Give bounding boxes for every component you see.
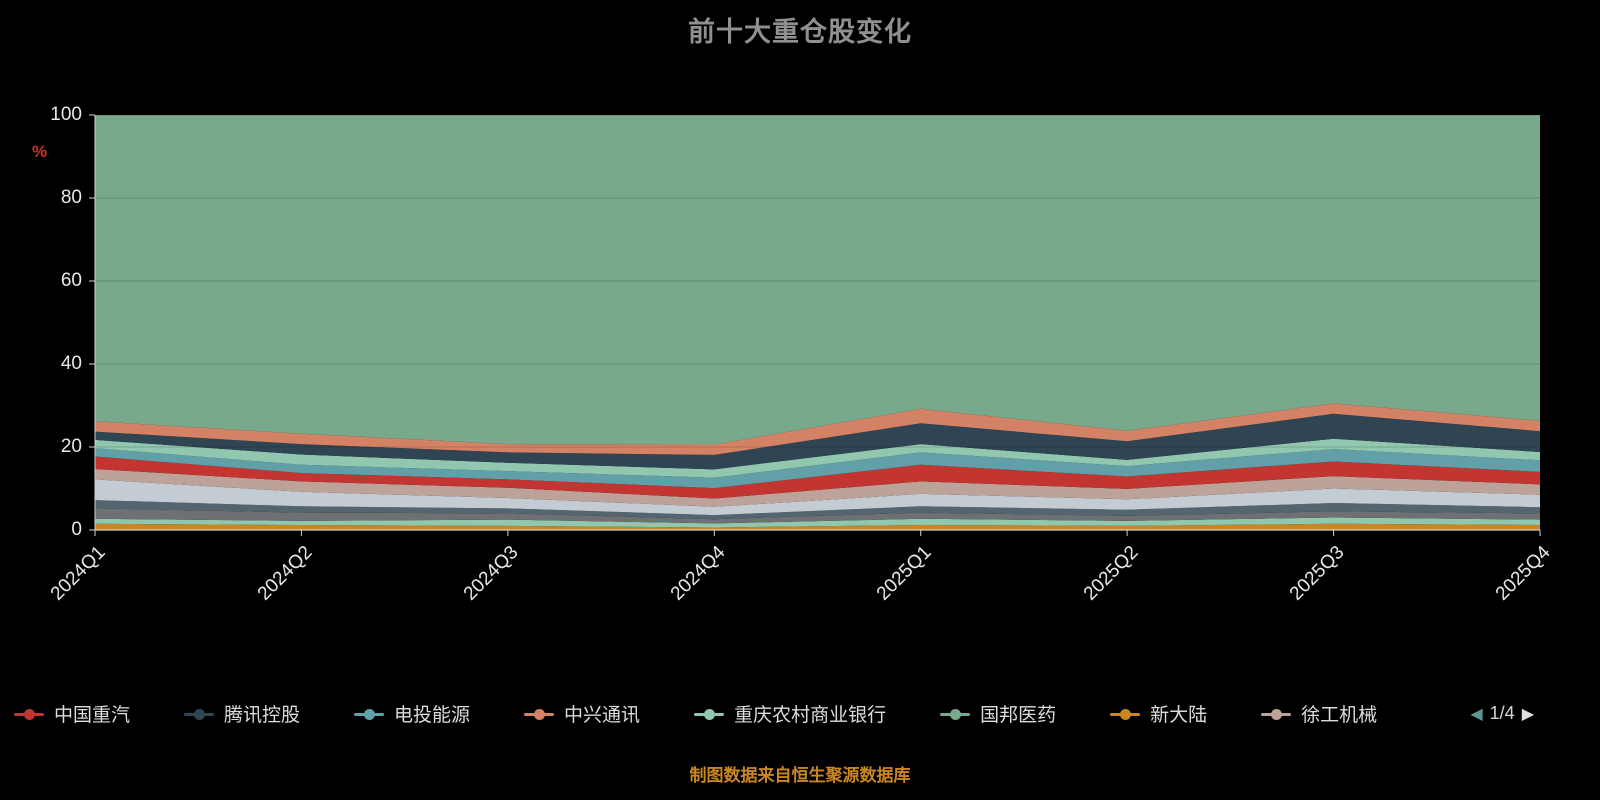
y-tick-label-0: 0: [71, 519, 82, 540]
legend-marker-icon: [940, 708, 971, 720]
legend-marker-icon: [184, 708, 215, 720]
legend-label: 腾讯控股: [224, 705, 301, 726]
y-axis-unit-label: %: [32, 142, 48, 161]
legend-label: 电投能源: [394, 705, 471, 726]
legend: 中国重汽 腾讯控股 电投能源 中兴通讯 重庆农村商业银行 国邦医药 新大陆 徐工机械: [14, 700, 1377, 727]
legend-marker-icon: [354, 708, 385, 720]
area-series-other-3: [95, 500, 1540, 520]
legend-item-腾讯控股[interactable]: 腾讯控股: [184, 700, 300, 727]
legend-marker-icon: [14, 708, 44, 720]
legend-marker-icon: [694, 708, 725, 720]
legend-label: 中国重汽: [54, 705, 131, 726]
footer-note: 制图数据来自恒生聚源数据库: [689, 766, 911, 785]
legend-label: 徐工机械: [1301, 705, 1378, 726]
legend-item-新大陆[interactable]: 新大陆: [1110, 700, 1207, 727]
legend-label: 国邦医药: [980, 705, 1057, 726]
area-series-重庆农村商业银行: [95, 517, 1540, 528]
legend-marker-icon: [1261, 708, 1292, 720]
area-series-other-4: [95, 479, 1540, 516]
area-series-腾讯控股: [95, 413, 1540, 470]
area-series-新大陆: [95, 523, 1540, 530]
legend-item-电投能源[interactable]: 电投能源: [354, 700, 470, 727]
legend-label: 中兴通讯: [564, 705, 641, 726]
chart-title: 前十大重仓股变化: [688, 17, 912, 47]
legend-next-icon[interactable]: ▶: [1521, 705, 1534, 723]
y-tick-label-80: 80: [60, 187, 82, 208]
area-series-国邦医药: [95, 115, 1540, 445]
legend-page-indicator: 1/4: [1489, 703, 1515, 723]
area-series-中兴通讯: [95, 403, 1540, 455]
legend-item-中兴通讯[interactable]: 中兴通讯: [524, 700, 640, 727]
legend-label: 新大陆: [1150, 705, 1208, 726]
legend-marker-icon: [524, 708, 555, 720]
legend-item-徐工机械[interactable]: 徐工机械: [1261, 700, 1377, 727]
area-series-电投能源: [95, 448, 1540, 489]
legend-item-中国重汽[interactable]: 中国重汽: [14, 700, 130, 727]
y-tick-label-60: 60: [60, 270, 82, 291]
legend-prev-icon[interactable]: ◀: [1470, 705, 1483, 723]
area-series-徐工机械: [95, 469, 1540, 507]
legend-label: 重庆农村商业银行: [734, 705, 887, 726]
legend-pager: ◀ 1/4 ▶: [1470, 703, 1534, 724]
y-tick-label-20: 20: [60, 436, 82, 457]
legend-marker-icon: [1110, 708, 1141, 720]
area-series-other-8: [95, 438, 1540, 478]
y-tick-label-100: 100: [50, 104, 82, 125]
area-series-other-2: [95, 508, 1540, 524]
legend-item-重庆农村商业银行[interactable]: 重庆农村商业银行: [694, 700, 886, 727]
y-tick-label-40: 40: [60, 353, 82, 374]
area-series-中国重汽: [95, 456, 1540, 499]
legend-item-国邦医药[interactable]: 国邦医药: [940, 700, 1056, 727]
